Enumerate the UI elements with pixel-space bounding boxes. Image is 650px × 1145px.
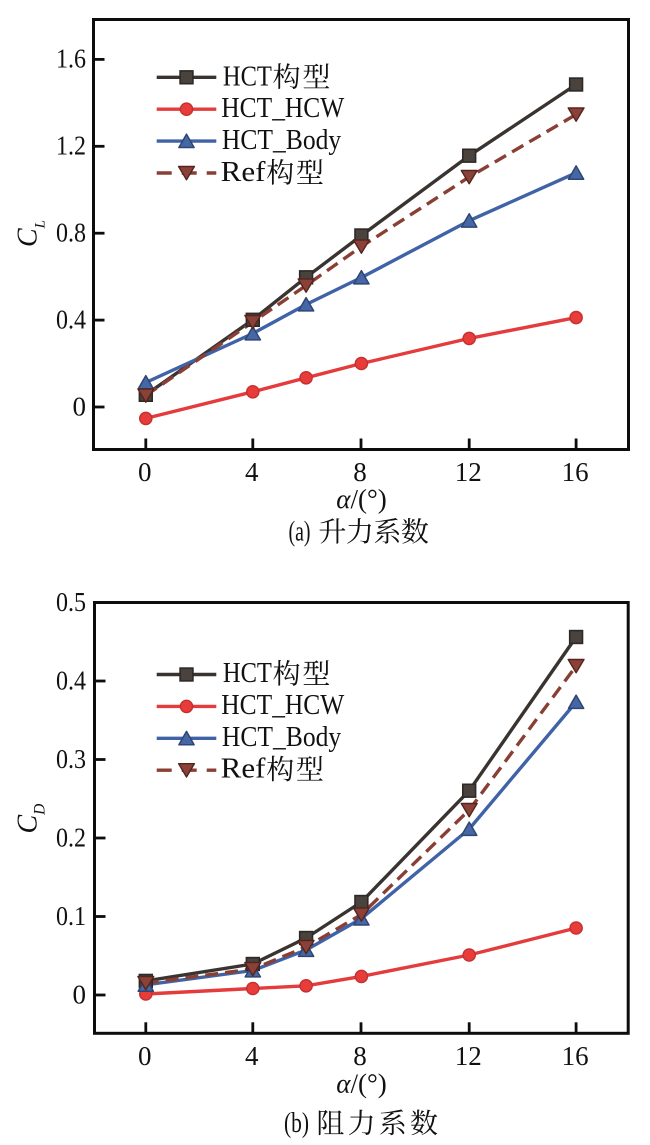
svg-text:(b): (b) [284,1108,309,1139]
svg-text:0: 0 [73,979,87,1009]
svg-text:0.1: 0.1 [56,901,86,931]
svg-text:0: 0 [138,457,152,487]
svg-text:HCT_HCW: HCT_HCW [221,690,345,721]
svg-text:0.8: 0.8 [56,218,86,248]
svg-text:0: 0 [73,391,87,421]
svg-text:Ref: Ref [221,754,267,785]
svg-text:0.5: 0.5 [56,587,86,617]
svg-text:8: 8 [353,457,367,487]
svg-text:Ref: Ref [221,157,267,188]
svg-text:α/(°): α/(°) [336,1069,386,1099]
svg-text:HCT: HCT [223,658,272,689]
svg-text:α/(°): α/(°) [336,484,386,514]
svg-text:12: 12 [455,1041,482,1071]
svg-text:HCT: HCT [223,61,272,92]
svg-text:HCT_Body: HCT_Body [222,125,341,156]
svg-text:0.3: 0.3 [56,744,86,774]
svg-text:CL: CL [12,220,48,247]
svg-text:0.2: 0.2 [56,822,86,852]
svg-text:HCT_HCW: HCT_HCW [221,93,345,124]
svg-text:16: 16 [562,1041,589,1071]
svg-text:4: 4 [245,1041,259,1071]
svg-text:0.4: 0.4 [56,304,86,334]
svg-text:CD: CD [12,804,48,834]
svg-text:0.4: 0.4 [56,665,86,695]
svg-text:12: 12 [455,457,482,487]
svg-text:8: 8 [353,1041,367,1071]
svg-text:0: 0 [138,1041,152,1071]
svg-text:4: 4 [245,457,259,487]
svg-text:(a): (a) [289,517,311,548]
svg-text:1.2: 1.2 [56,131,86,161]
svg-text:HCT_Body: HCT_Body [222,722,341,753]
svg-text:16: 16 [562,457,589,487]
svg-text:1.6: 1.6 [56,44,86,74]
